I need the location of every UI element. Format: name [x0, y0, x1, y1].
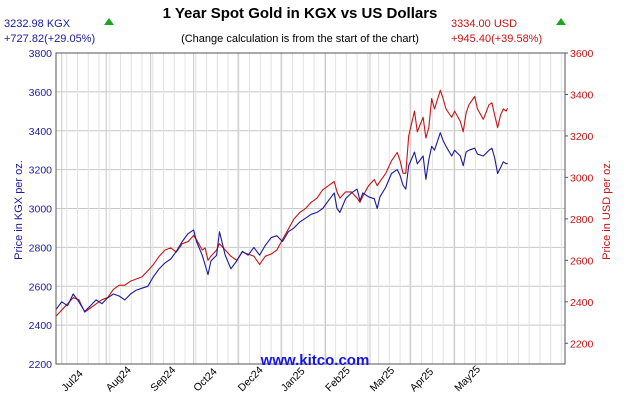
x-tick-label: Sep24: [148, 364, 178, 394]
series-line-usd: [55, 89, 509, 317]
left-summary-price: 3232.98 KGX: [4, 18, 71, 30]
plot-border: [55, 52, 566, 365]
right-axis-label: Price in USD per oz.: [601, 160, 613, 260]
right-up-arrow-icon: [556, 18, 566, 25]
series-lines: [55, 89, 509, 317]
left-summary-change: +727.82(+29.05%): [4, 33, 95, 45]
right-tick-label: 2800: [570, 214, 594, 226]
x-tick-label: Aug24: [104, 364, 134, 394]
x-tick-label: Jan25: [279, 365, 308, 394]
chart-subtitle: (Change calculation is from the start of…: [181, 33, 419, 45]
left-tick-label: 2600: [29, 281, 53, 293]
left-tick-label: 3400: [29, 126, 53, 138]
right-tick-label: 2200: [570, 338, 594, 350]
right-axis-ticks: 2200 2400 2600 2800 3000 3200 3400 3600: [565, 48, 594, 350]
right-tick-label: 3400: [570, 89, 594, 101]
left-tick-label: 3600: [29, 87, 53, 99]
left-tick-label: 3800: [29, 48, 53, 60]
left-tick-label: 3200: [29, 165, 53, 177]
right-tick-label: 3000: [570, 172, 594, 184]
right-tick-label: 2600: [570, 255, 594, 267]
left-tick-label: 2800: [29, 242, 53, 254]
left-tick-label: 2200: [29, 359, 53, 371]
x-tick-label: May25: [452, 363, 483, 394]
x-tick-label: Apr25: [408, 366, 436, 394]
left-tick-label: 2400: [29, 320, 53, 332]
right-summary-price: 3334.00 USD: [451, 18, 517, 30]
series-line-kgx: [55, 132, 508, 313]
watermark-link[interactable]: www.kitco.com: [260, 352, 370, 369]
right-tick-label: 2400: [570, 297, 594, 309]
right-summary-change: +945.40(+39.58%): [451, 33, 542, 45]
left-up-arrow-icon: [104, 18, 114, 25]
right-tick-label: 3600: [570, 48, 594, 60]
x-tick-label: Jul24: [59, 368, 85, 394]
chart-title: 1 Year Spot Gold in KGX vs US Dollars: [163, 5, 438, 22]
x-tick-label: Mar25: [368, 364, 398, 394]
left-axis-ticks: 2200 2400 2600 2800 3000 3200 3400 3600 3800: [29, 48, 53, 371]
right-tick-label: 3200: [570, 131, 594, 143]
x-tick-label: Oct24: [191, 366, 219, 394]
left-axis-label: Price in KGX per oz.: [13, 160, 25, 260]
left-tick-label: 3000: [29, 204, 53, 216]
